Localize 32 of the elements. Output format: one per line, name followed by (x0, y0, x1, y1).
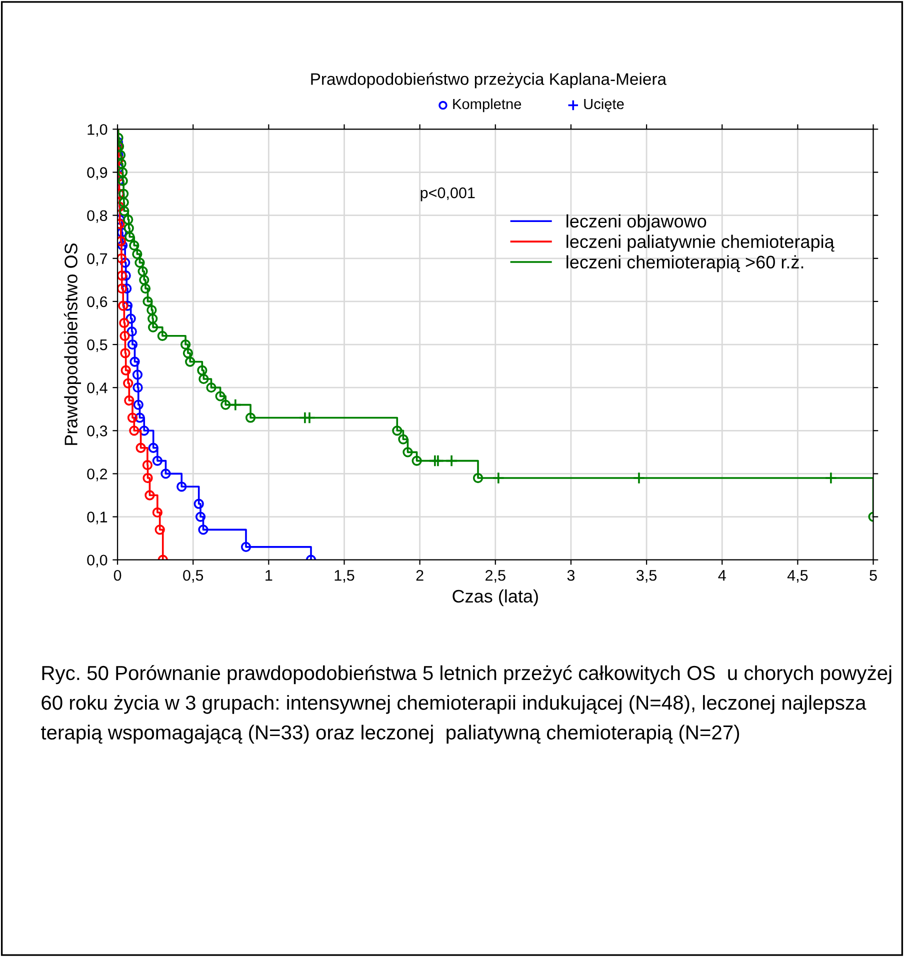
y-tick-label: 0,4 (87, 382, 108, 396)
legend-label: leczeni paliatywnie chemioterapią (566, 234, 834, 252)
y-tick-label: 0,9 (87, 167, 108, 180)
y-tick-label: 0,2 (87, 468, 108, 482)
y-tick-label: 1,0 (88, 124, 108, 137)
text: Ryc. 50 Porównanie prawdopodobieństwa 5 letnich przeżyć całkowitych OS u chorych powyżej 60 roku życia w 3 grupach: intensywnej chemioterapii indukującej (N=48), leczonej najlepsza terapią wspomagającą (N=33) oraz leczonej paliatywną chemioterapią (N=27) (40, 665, 892, 744)
y-tick-label: 0,3 (87, 426, 108, 438)
x-axis-title: Czas (lata) (452, 589, 538, 606)
x-tick-label: 3 (567, 570, 575, 581)
x-tick-label: 2 (416, 570, 424, 581)
x-tick-label: 2,5 (486, 570, 506, 583)
y-tick-label: 0,8 (87, 210, 108, 223)
text: Ucięte (584, 98, 624, 112)
legend-label: leczeni chemioterapią >60 r.ż. (566, 255, 804, 272)
y-axis-title: Prawdopodobieństwo OS (64, 243, 82, 445)
y-tick-label: 0,6 (87, 296, 108, 309)
y-tick-label: 0,5 (87, 339, 108, 352)
x-tick-label: 5 (870, 570, 877, 581)
x-tick-label: 0,5 (183, 570, 204, 583)
x-tick-label: 4 (718, 570, 726, 581)
x-tick-label: 0 (114, 570, 122, 581)
y-tick-label: 0,0 (87, 554, 108, 568)
annotation: p<0,001 (420, 187, 475, 202)
x-tick-label: 1,5 (334, 570, 354, 583)
x-tick-label: 1 (266, 570, 272, 581)
legend-label: leczeni objawowo (566, 214, 706, 232)
chart-title: Prawdopodobieństwo przeżycia Kaplana-Meiera (311, 72, 667, 88)
text: Kompletne (453, 98, 522, 112)
y-tick-label: 0,7 (87, 253, 108, 266)
y-tick-label: 0,1 (87, 512, 108, 524)
x-tick-label: 4,5 (787, 570, 808, 583)
x-tick-label: 3,5 (636, 570, 657, 583)
